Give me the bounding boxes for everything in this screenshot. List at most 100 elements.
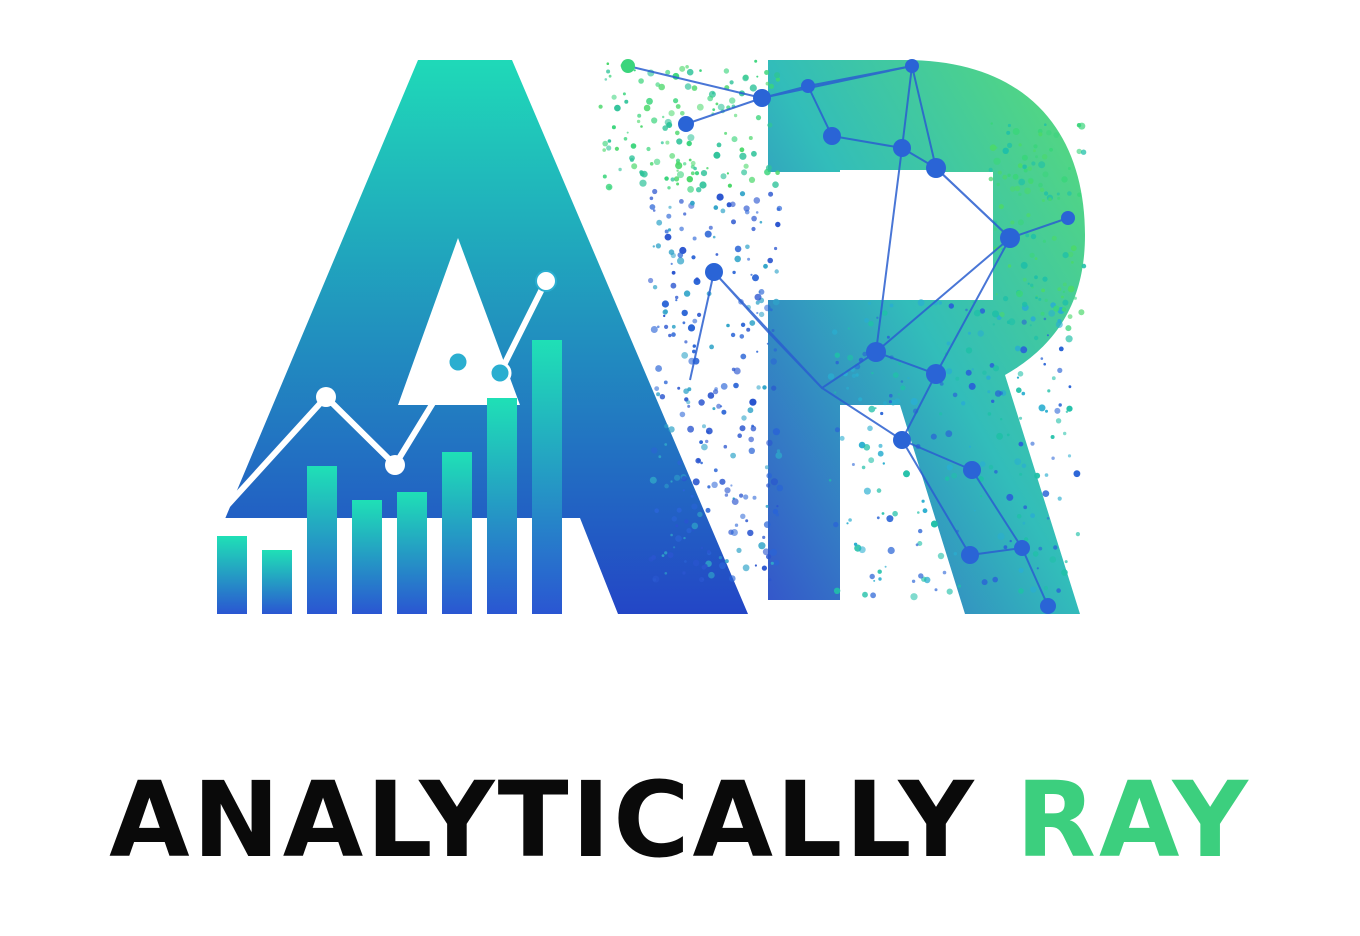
particle-dot	[1030, 586, 1037, 593]
particle-dot	[726, 323, 730, 328]
particle-dot	[855, 373, 859, 377]
particle-dot	[763, 263, 768, 269]
particle-dot	[687, 134, 695, 142]
particle-dot	[664, 483, 669, 489]
particle-dot	[650, 326, 658, 333]
particle-dot	[1002, 147, 1009, 154]
particle-dot	[664, 229, 669, 234]
particle-dot	[679, 65, 686, 72]
particle-dot	[646, 97, 653, 105]
particle-dot	[699, 69, 702, 72]
particle-dot	[988, 167, 993, 172]
particle-dot	[668, 426, 675, 433]
particle-dot	[1061, 176, 1068, 183]
particle-dot	[1043, 362, 1046, 366]
particle-dot	[868, 320, 874, 327]
particle-dot	[1081, 263, 1087, 269]
particle-dot	[973, 509, 976, 512]
particle-dot	[993, 227, 997, 231]
particle-dot	[1046, 130, 1052, 136]
particle-dot	[696, 103, 704, 111]
particle-dot	[1030, 283, 1034, 287]
particle-dot	[715, 102, 719, 106]
particle-dot	[700, 461, 703, 465]
particle-dot	[864, 318, 869, 323]
particle-dot	[1067, 167, 1071, 170]
particle-dot	[1009, 539, 1012, 543]
particle-dot	[664, 551, 668, 555]
particle-dot	[946, 588, 953, 595]
particle-dot	[626, 131, 629, 134]
particle-dot	[775, 170, 780, 175]
particle-dot	[758, 311, 765, 318]
particle-dot	[1018, 441, 1024, 447]
particle-dot	[869, 573, 875, 580]
particle-dot	[677, 257, 685, 265]
particle-dot	[862, 351, 868, 357]
particle-dot	[1043, 585, 1049, 591]
particle-dot	[848, 518, 852, 522]
particle-dot	[867, 425, 873, 432]
particle-dot	[770, 561, 774, 565]
particle-dot	[716, 193, 724, 201]
particle-dot	[743, 163, 749, 169]
particle-dot	[1045, 409, 1048, 413]
particle-dot	[979, 461, 986, 467]
particle-dot	[746, 327, 751, 332]
particle-dot	[1048, 197, 1052, 201]
particle-dot	[918, 528, 923, 534]
particle-dot	[697, 312, 702, 317]
particle-dot	[1066, 405, 1073, 412]
particle-dot	[767, 122, 773, 128]
particle-dot	[981, 579, 988, 586]
particle-dot	[652, 245, 655, 248]
particle-dot	[675, 299, 678, 302]
particle-dot	[690, 200, 695, 206]
particle-dot	[1022, 521, 1026, 525]
particle-dot	[1068, 385, 1072, 389]
letter-r	[768, 60, 1085, 614]
particle-dot	[602, 148, 606, 152]
particle-dot	[1033, 149, 1036, 153]
particle-dot	[716, 403, 722, 409]
particle-dot	[951, 472, 958, 479]
particle-dot	[900, 385, 906, 391]
particle-dot	[1044, 191, 1049, 196]
particle-dot	[1016, 514, 1022, 519]
particle-dot	[973, 309, 981, 317]
particle-dot	[1055, 418, 1062, 424]
particle-dot	[917, 541, 923, 546]
particle-dot	[1067, 314, 1073, 319]
particle-dot	[662, 115, 665, 119]
particle-dot	[762, 548, 770, 556]
particle-dot	[668, 110, 675, 117]
particle-dot	[1017, 163, 1023, 169]
particle-dot	[1025, 233, 1030, 238]
particle-dot	[676, 169, 679, 172]
particle-dot	[1020, 346, 1028, 354]
particle-dot	[684, 83, 692, 90]
particle-dot	[680, 111, 685, 116]
particle-dot	[707, 95, 714, 102]
particle-dot	[1055, 321, 1063, 328]
particle-dot	[720, 383, 728, 390]
particle-dot	[1042, 490, 1050, 497]
particle-dot	[730, 332, 736, 338]
particle-dot	[699, 576, 705, 583]
particle-dot	[1061, 295, 1064, 299]
particle-dot	[770, 358, 777, 365]
particle-dot	[1020, 261, 1028, 269]
particle-dot	[1053, 545, 1058, 550]
particle-dot	[1053, 132, 1059, 138]
particle-dot	[693, 278, 701, 285]
particle-dot	[687, 404, 691, 408]
particle-dot	[922, 508, 928, 514]
particle-dot	[996, 182, 1000, 187]
particle-dot	[729, 80, 734, 85]
particle-dot	[1057, 196, 1061, 200]
particle-dot	[994, 470, 998, 474]
particle-dot	[953, 552, 957, 556]
particle-dot	[868, 405, 876, 413]
particle-dot	[700, 546, 704, 550]
particle-dot	[631, 163, 638, 170]
